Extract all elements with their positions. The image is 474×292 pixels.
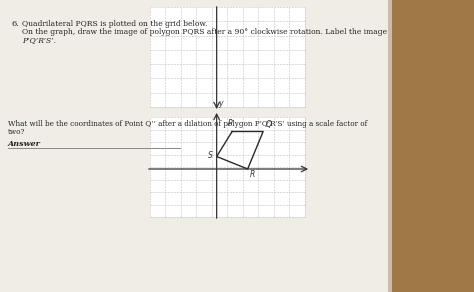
Text: y: y (219, 99, 223, 108)
Bar (370, 0, 474, 292)
Text: two?: two? (8, 128, 26, 136)
Text: R: R (250, 170, 255, 179)
Bar (388, 0, 392, 292)
Text: Quadrilateral PQRS is plotted on the grid below.: Quadrilateral PQRS is plotted on the gri… (22, 20, 207, 28)
Text: 6.: 6. (12, 20, 20, 28)
Bar (150, 117, 305, 217)
Text: P’Q’R’S’.: P’Q’R’S’. (22, 36, 56, 44)
Bar (0, 0, 390, 292)
Text: Answer: Answer (8, 140, 41, 148)
Text: P: P (228, 119, 232, 128)
Text: S: S (208, 151, 213, 160)
Text: What will be the coordinates of Point Q’’ after a dilation of polygon P’Q’R’S’ u: What will be the coordinates of Point Q’… (8, 120, 367, 128)
Bar (150, 7, 305, 107)
Text: Q: Q (266, 119, 272, 128)
Text: On the graph, draw the image of polygon PQRS after a 90° clockwise rotation. Lab: On the graph, draw the image of polygon … (22, 28, 387, 36)
